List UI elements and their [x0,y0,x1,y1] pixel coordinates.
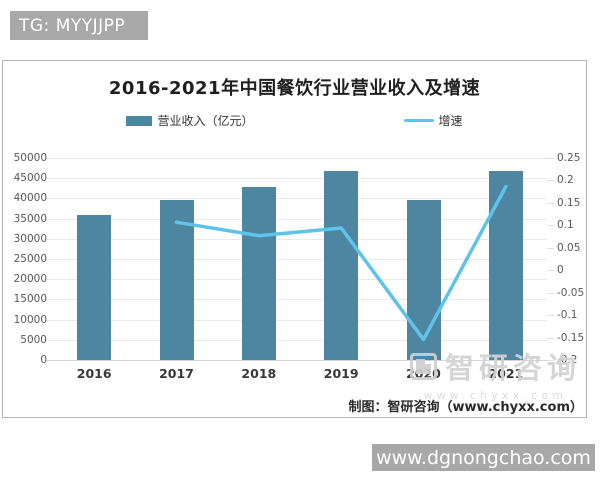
watermark-url: www.chyxx.com [423,390,568,402]
watermark-row: 智研咨询 [409,345,581,387]
x-axis-label: 2021 [488,366,524,381]
y-axis-left-tick: 10000 [13,313,47,326]
gridline [46,339,547,341]
gridline [46,158,547,159]
right-tick-mark [547,158,554,159]
revenue-bar [159,199,194,360]
y-axis-right-tick: 0.1 [557,219,574,232]
revenue-bar [406,200,441,360]
gridline [46,238,547,240]
revenue-bar [324,171,359,360]
right-tick-mark [547,315,554,317]
y-axis-right-tick: 0.25 [557,152,581,164]
revenue-bar [77,215,112,360]
zhiyan-logo-icon [409,352,437,380]
growth-line-layer [174,184,508,342]
x-axis-label: 2016 [76,366,112,381]
y-axis-right-tick: -0.2 [557,354,578,366]
right-tick-mark [547,247,554,249]
bar-swatch-icon [126,115,153,126]
chart-card: 2016-2021年中国餐饮行业营业收入及增速 营业收入（亿元） 增速 5000… [2,60,587,418]
y-axis-right-tick: 0 [557,264,564,277]
revenue-bar [488,170,523,360]
right-tick-mark [547,270,554,272]
y-axis-left-tick: 0 [40,354,47,366]
y-axis-left-tick: 30000 [13,232,47,245]
tg-badge: TG: MYYJJPP [10,11,148,40]
y-axis-left-tick: 50000 [13,152,47,164]
right-tick-mark [547,202,554,204]
y-axis-left-tick: 20000 [13,273,47,286]
gridline [46,178,547,180]
gridline [46,279,547,281]
site-badge: www.dgnongchao.com [372,444,595,471]
y-axis-right-tick: -0.05 [557,286,585,299]
x-axis-label: 2017 [159,366,194,381]
legend-label-revenue: 营业收入（亿元） [157,114,254,128]
right-tick-mark [547,292,554,294]
tg-badge-text: TG: MYYJJPP [19,15,126,36]
site-badge-text: www.dgnongchao.com [376,446,591,469]
x-axis-label: 2019 [323,366,359,381]
y-axis-right-tick: 0.2 [557,174,574,187]
y-axis-left-tick: 35000 [13,212,47,225]
y-axis-right-tick: 0.05 [557,241,581,254]
legend-item-revenue: 营业收入（亿元） [126,112,254,129]
y-axis-left-tick: 45000 [13,172,47,185]
y-axis-right-tick: 0.15 [557,196,581,209]
y-axis-right-tick: -0.15 [557,331,585,344]
gridline [46,198,547,200]
revenue-bar [241,187,276,360]
watermark-brand: 智研咨询 [444,351,581,385]
legend-label-growth: 增速 [438,114,463,128]
y-axis-left-tick: 25000 [13,253,47,265]
line-swatch-icon [403,119,434,122]
plot-area: 50000 45000 40000 35000 30000 25000 20000 15000… [14,152,585,381]
gridline [46,299,547,301]
zhiyan-watermark: 智研咨询 www.chyxx.com [409,345,581,402]
right-tick-mark [547,360,554,361]
right-tick-mark [547,180,554,182]
growth-line [174,184,508,342]
y-axis-left-tick: 15000 [13,293,47,306]
gridline [46,360,547,361]
y-axis-left-tick: 5000 [20,333,47,346]
legend-item-growth: 增速 [403,112,463,129]
x-axis-label: 2018 [241,366,277,381]
right-tick-mark [547,337,554,339]
chart-credit: 制图：智研咨询（www.chyxx.com） [348,400,583,415]
chart-title: 2016-2021年中国餐饮行业营业收入及增速 [108,78,481,99]
gridline [46,259,547,260]
right-tick-mark [547,225,554,227]
chart-legend: 营业收入（亿元） 增速 [3,112,586,129]
y-axis-left-tick: 40000 [13,192,47,205]
gridline [46,218,547,220]
gridline [46,319,547,321]
y-axis-right-tick: -0.1 [557,309,578,322]
